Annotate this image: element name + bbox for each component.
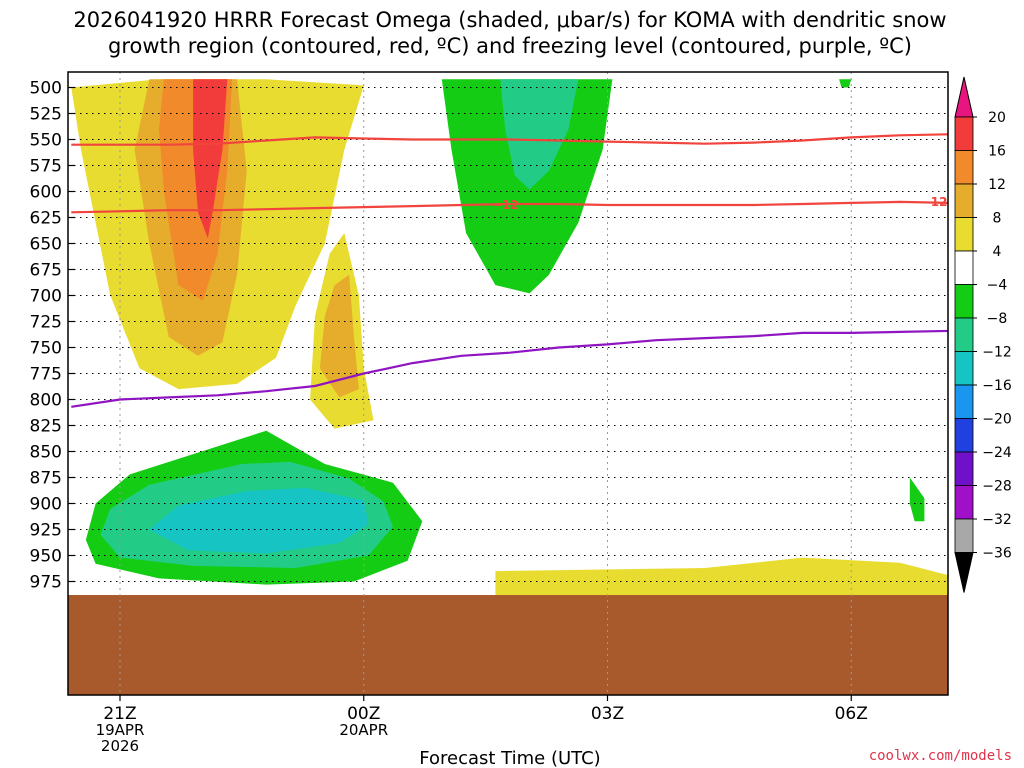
y-tick-label: 850 xyxy=(30,443,62,463)
colorbar-swatch xyxy=(954,150,974,185)
colorbar-tick-label: 20 xyxy=(988,110,1006,126)
y-tick-label: 650 xyxy=(30,235,62,255)
contour-label: −12 xyxy=(492,198,519,212)
x-tick-label: 00Z xyxy=(347,704,380,724)
colorbar-swatch xyxy=(954,518,974,553)
grid-layer xyxy=(68,72,948,695)
colorbar-tick-label: 4 xyxy=(993,244,1002,260)
x-tick-label: 06Z xyxy=(835,704,868,724)
y-tick-label: 525 xyxy=(30,105,62,125)
colorbar-tick-label: −32 xyxy=(982,512,1012,528)
y-tick-label: 775 xyxy=(30,365,62,385)
upward-motion-tongue-00z xyxy=(319,274,359,398)
contour-layer: −12 −12 xyxy=(71,133,948,408)
ground-strip xyxy=(68,595,948,695)
y-tick-label: 575 xyxy=(30,157,62,177)
colorbar-swatch xyxy=(954,183,974,218)
colorbar-tick-label: 8 xyxy=(993,211,1002,227)
colorbar-swatch xyxy=(954,485,974,520)
downward-motion-speck-07z xyxy=(909,477,925,522)
colorbar-swatch xyxy=(954,418,974,453)
colorbar-swatch xyxy=(954,284,974,319)
y-tick-label: 675 xyxy=(30,261,62,281)
y-tick-label: 825 xyxy=(30,417,62,437)
colorbar-tick-label: −28 xyxy=(982,479,1012,495)
colorbar-tick-label: −36 xyxy=(982,546,1012,562)
y-axis: 500 525 550 575 600 625 650 675 700 725 750 775 800 8… xyxy=(30,79,75,593)
colorbar-swatch xyxy=(954,317,974,352)
y-tick-label: 750 xyxy=(30,339,62,359)
y-tick-label: 625 xyxy=(30,209,62,229)
downward-motion-column-06z xyxy=(826,79,948,555)
contour-line xyxy=(71,200,948,214)
colorbar-tick-label: −24 xyxy=(982,445,1012,461)
colorbar-top-arrow xyxy=(954,76,974,118)
credit-link[interactable]: coolwx.com/models xyxy=(869,748,1012,764)
colorbar-tick-label: −4 xyxy=(987,278,1008,294)
contour-line xyxy=(71,329,948,408)
y-tick-label: 925 xyxy=(30,521,62,541)
y-tick-label: 725 xyxy=(30,313,62,333)
chart-title-line-2: growth region (contoured, red, ºC) and f… xyxy=(108,34,912,58)
plot-frame xyxy=(67,71,949,696)
y-tick-label: 600 xyxy=(30,183,62,203)
colorbar-tick-label: −8 xyxy=(987,311,1008,327)
omega-shading-layer xyxy=(68,79,948,695)
x-tick-label: 20APR xyxy=(339,721,388,739)
colorbar-swatch xyxy=(954,217,974,252)
downward-motion-column-02z xyxy=(500,79,579,190)
colorbar-swatch xyxy=(954,116,974,151)
x-tick-label: 21Z xyxy=(103,704,136,724)
colorbar: 20 16 12 8 4 −4 −8 −12 −16 −20 −24 −28 −32 −36 xyxy=(954,76,1012,593)
colorbar-swatch xyxy=(954,451,974,486)
colorbar-tick-label: −12 xyxy=(982,345,1012,361)
x-axis: 21Z19APR202600Z20APR03Z06Z09Z12Z xyxy=(96,695,868,755)
downward-motion-column-06z xyxy=(839,79,852,88)
y-tick-label: 700 xyxy=(30,287,62,307)
chart-title-line-1: 2026041920 HRRR Forecast Omega (shaded, … xyxy=(73,8,946,32)
x-tick-label: 2026 xyxy=(101,737,139,755)
downward-motion-blob-22z xyxy=(149,487,369,554)
colorbar-bottom-arrow xyxy=(954,552,974,593)
x-tick-label: 19APR xyxy=(96,721,145,739)
upward-motion-surface-layer xyxy=(495,557,948,600)
colorbar-tick-label: 12 xyxy=(988,177,1006,193)
y-tick-label: 500 xyxy=(30,79,62,99)
colorbar-tick-label: −16 xyxy=(982,378,1012,394)
y-tick-label: 900 xyxy=(30,495,62,515)
colorbar-tick-label: −20 xyxy=(982,412,1012,428)
colorbar-tick-label: 16 xyxy=(988,144,1006,160)
contour-line xyxy=(71,133,948,146)
y-tick-label: 875 xyxy=(30,469,62,489)
colorbar-swatch xyxy=(954,351,974,386)
y-tick-label: 800 xyxy=(30,391,62,411)
y-tick-label: 975 xyxy=(30,573,62,593)
x-axis-label: Forecast Time (UTC) xyxy=(419,748,600,768)
x-tick-label: 03Z xyxy=(591,704,624,724)
y-tick-label: 550 xyxy=(30,131,62,151)
colorbar-swatch xyxy=(954,250,974,285)
colorbar-swatch xyxy=(954,384,974,419)
upward-motion-plume-21z xyxy=(193,79,228,239)
contour-label: −12 xyxy=(921,195,948,209)
y-tick-label: 950 xyxy=(30,547,62,567)
